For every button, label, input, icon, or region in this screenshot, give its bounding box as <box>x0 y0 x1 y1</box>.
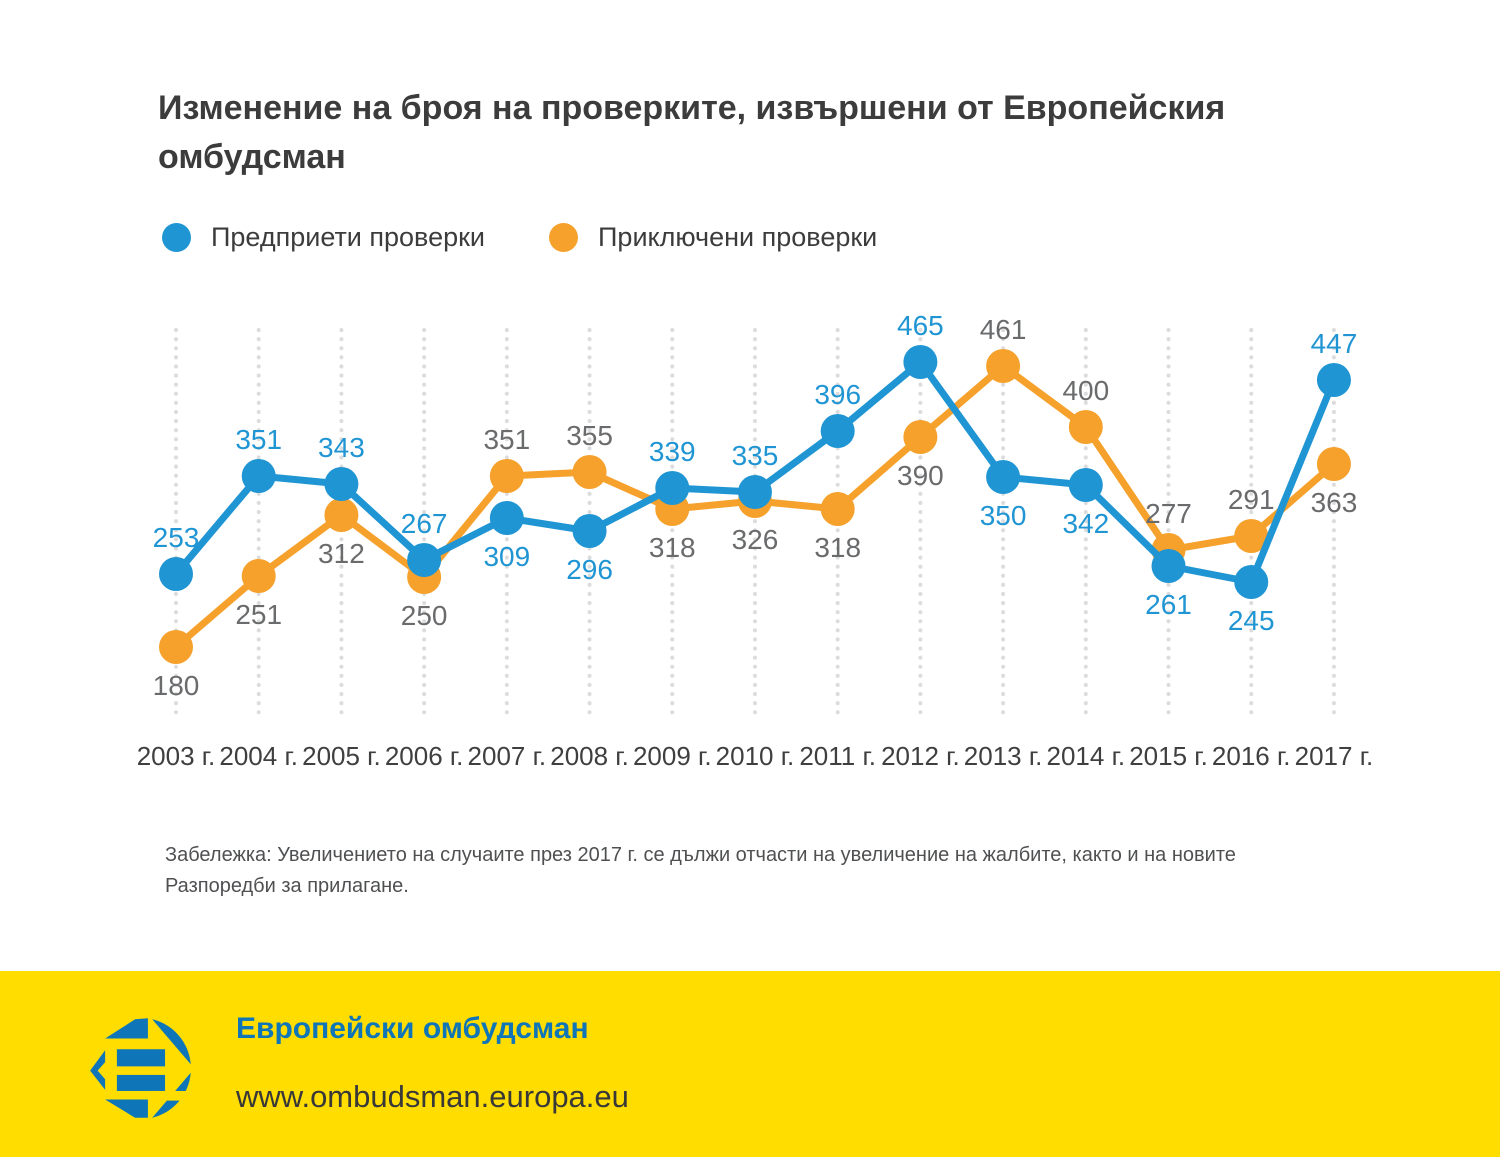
x-axis-label: 2010 г. <box>716 741 795 771</box>
data-label: 318 <box>649 532 696 563</box>
data-point <box>903 420 938 454</box>
data-point <box>903 345 938 379</box>
data-label: 342 <box>1062 508 1109 539</box>
legend-item-undertaken: Предприети проверки <box>162 222 485 253</box>
footer-org-name: Европейски омбудсман <box>236 1012 589 1045</box>
data-point <box>1068 468 1103 502</box>
data-label: 180 <box>153 670 200 701</box>
x-axis-label: 2007 г. <box>468 741 547 771</box>
data-point <box>820 414 855 448</box>
data-label: 390 <box>897 460 944 491</box>
legend-dot-blue-icon <box>162 223 191 252</box>
data-label: 326 <box>732 524 779 555</box>
data-point <box>324 467 359 501</box>
data-label: 339 <box>649 436 696 467</box>
x-axis-label: 2005 г. <box>302 741 381 771</box>
data-label: 335 <box>732 440 779 471</box>
footer-band: Европейски омбудсман www.ombudsman.europ… <box>0 971 1500 1157</box>
footnote: Забележка: Увеличението на случаите през… <box>165 844 1236 897</box>
data-point <box>1234 565 1269 599</box>
data-point <box>241 559 276 593</box>
legend-item-closed: Приключени проверки <box>549 222 877 253</box>
x-axis-label: 2008 г. <box>550 741 629 771</box>
data-point <box>986 460 1021 494</box>
page-title: Изменение на броя на проверките, извърше… <box>158 89 1226 177</box>
data-point <box>489 501 524 535</box>
data-point <box>1316 363 1351 397</box>
x-axis-label: 2011 г. <box>799 741 876 771</box>
data-point <box>820 492 855 526</box>
data-label: 363 <box>1311 487 1358 518</box>
data-label: 267 <box>401 508 448 539</box>
data-label: 309 <box>483 541 530 572</box>
data-point <box>159 557 193 591</box>
data-label: 291 <box>1228 484 1275 515</box>
data-label: 261 <box>1145 589 1192 620</box>
data-label: 277 <box>1145 498 1192 529</box>
data-point <box>737 475 772 509</box>
data-label: 250 <box>401 600 448 631</box>
data-point <box>241 459 276 493</box>
data-label: 351 <box>235 424 282 455</box>
legend-label-undertaken: Предприети проверки <box>211 222 486 252</box>
x-axis-label: 2012 г. <box>881 741 960 771</box>
chart-legend: Предприети проверки Приключени проверки <box>162 222 877 253</box>
x-axis-label: 2017 г. <box>1295 741 1374 771</box>
data-point <box>324 498 359 532</box>
data-label: 350 <box>980 500 1027 531</box>
x-axis-label: 2016 г. <box>1212 741 1291 771</box>
data-point <box>159 630 193 664</box>
data-point <box>1068 410 1103 444</box>
x-axis-label: 2015 г. <box>1129 741 1208 771</box>
data-label: 355 <box>566 420 613 451</box>
data-point <box>489 459 524 493</box>
data-label: 253 <box>153 522 200 553</box>
data-label: 396 <box>814 379 861 410</box>
data-point <box>1234 519 1269 553</box>
x-axis-label: 2014 г. <box>1047 741 1126 771</box>
data-point <box>572 514 607 548</box>
data-label: 312 <box>318 538 365 569</box>
data-label: 400 <box>1062 375 1109 406</box>
x-axis-label: 2006 г. <box>385 741 464 771</box>
legend-label-closed: Приключени проверки <box>598 222 878 252</box>
line-chart: 2003 г. 2004 г. 2005 г. 2006 г. 2007 г. 2008 … <box>137 310 1374 771</box>
x-axis-label: 2013 г. <box>964 741 1043 771</box>
data-point <box>986 349 1021 383</box>
x-axis-label: 2004 г. <box>219 741 298 771</box>
data-point <box>1316 447 1351 481</box>
data-point <box>1151 549 1186 583</box>
data-label: 465 <box>897 310 944 341</box>
x-axis-label: 2009 г. <box>633 741 712 771</box>
data-label: 245 <box>1228 605 1275 636</box>
data-label: 461 <box>980 314 1027 345</box>
data-label: 296 <box>566 554 613 585</box>
data-label: 343 <box>318 432 365 463</box>
data-label: 351 <box>483 424 530 455</box>
european-ombudsman-logo-icon <box>90 1018 195 1118</box>
data-point <box>655 471 690 505</box>
x-axis-label: 2003 г. <box>137 741 216 771</box>
data-label: 447 <box>1311 328 1358 359</box>
data-point <box>572 455 607 489</box>
data-point <box>407 543 442 577</box>
data-label: 251 <box>235 599 282 630</box>
data-label: 318 <box>814 532 861 563</box>
legend-dot-orange-icon <box>549 223 579 252</box>
footer-website-link[interactable]: www.ombudsman.europa.eu <box>236 1079 629 1114</box>
